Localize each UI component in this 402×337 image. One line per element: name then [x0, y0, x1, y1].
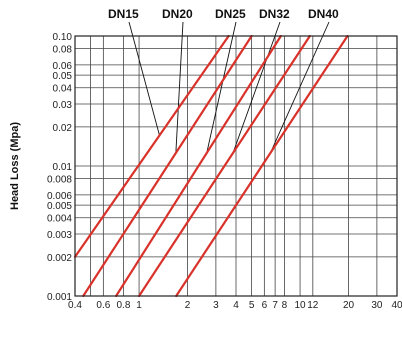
- series-line-dn32: [137, 34, 311, 298]
- label-connector: [175, 21, 184, 154]
- x-tick-label: 0.4: [68, 300, 82, 311]
- series-label-dn20: DN20: [162, 7, 193, 21]
- y-tick-label: 0.04: [53, 84, 73, 95]
- x-tick-label: 30: [371, 300, 383, 311]
- series-label-dn25: DN25: [215, 7, 246, 21]
- series-label-dn32: DN32: [259, 7, 290, 21]
- label-connector: [269, 21, 330, 154]
- x-tick-label: 12: [307, 300, 319, 311]
- plot-frame: [74, 35, 398, 297]
- y-tick-label: 0.004: [47, 214, 72, 225]
- x-tick-label: 40: [391, 300, 402, 311]
- x-tick-label: 3: [213, 300, 219, 311]
- y-tick-label: 0.01: [53, 162, 73, 173]
- label-connector: [128, 21, 160, 136]
- series-line-dn25: [114, 34, 282, 298]
- series-label-dn40: DN40: [308, 7, 339, 21]
- x-tick-label: 20: [343, 300, 355, 311]
- series-line-dn15: [73, 34, 230, 258]
- label-connector: [206, 21, 237, 154]
- label-connectors: [128, 21, 330, 154]
- x-tick-labels: 0.4 0.6 0.8 1 2 3 4 5 6 7 8 10 12 20 30 40: [68, 300, 402, 311]
- x-tick-label: 8: [282, 300, 288, 311]
- x-tick-label: 7: [272, 300, 278, 311]
- y-tick-label: 0.001: [47, 292, 72, 303]
- x-tick-label: 4: [233, 300, 239, 311]
- y-tick-label: 0.03: [53, 100, 73, 111]
- x-tick-label: 5: [249, 300, 255, 311]
- x-tick-label: 10: [295, 300, 307, 311]
- y-tick-label: 0.08: [53, 45, 73, 56]
- y-tick-label: 0.006: [47, 191, 72, 202]
- y-tick-label: 0.008: [47, 175, 72, 186]
- series-labels: DN15 DN20 DN25 DN32 DN40: [108, 7, 339, 21]
- grid: [74, 35, 398, 297]
- y-tick-label: 0.003: [47, 230, 72, 241]
- x-tick-label: 1: [136, 300, 142, 311]
- x-tick-label: 0.8: [117, 300, 131, 311]
- x-tick-label: 2: [185, 300, 191, 311]
- series-line-dn20: [82, 34, 253, 298]
- x-tick-label: 0.6: [96, 300, 110, 311]
- series-label-dn15: DN15: [108, 7, 139, 21]
- series-lines: [73, 34, 349, 298]
- y-tick-label: 0.005: [47, 201, 72, 212]
- y-axis-label: Head Loss (Mpa): [9, 122, 21, 210]
- y-tick-label: 0.05: [53, 71, 73, 82]
- label-connector: [232, 21, 281, 154]
- y-tick-label: 0.002: [47, 253, 72, 264]
- x-tick-label: 6: [262, 300, 268, 311]
- series-line-dn40: [175, 34, 349, 298]
- y-tick-label: 0.02: [53, 123, 73, 134]
- y-tick-label: 0.10: [53, 32, 73, 43]
- y-tick-label: 0.06: [53, 61, 73, 72]
